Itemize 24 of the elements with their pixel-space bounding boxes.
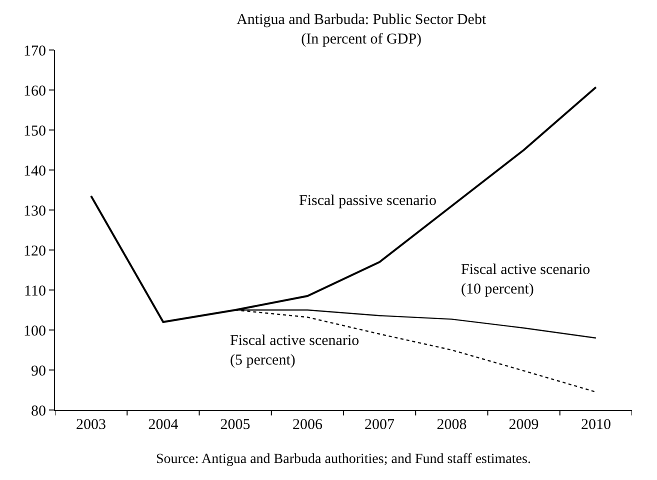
- x-tick-label: 2004: [148, 417, 179, 433]
- series-label: Fiscal active scenario (10 percent): [461, 262, 590, 298]
- y-tick-label: 100: [24, 323, 46, 340]
- x-tick-label: 2007: [364, 417, 396, 433]
- chart-title: Antigua and Barbuda: Public Sector Debt: [236, 12, 487, 28]
- y-tick-label: 80: [31, 403, 46, 420]
- y-tick-label: 120: [24, 243, 46, 260]
- x-tick-label: 2009: [508, 417, 539, 433]
- chart-subtitle: (In percent of GDP): [301, 32, 422, 48]
- y-tick-label: 170: [24, 43, 46, 60]
- y-tick-label: 160: [24, 83, 46, 100]
- source-note: Source: Antigua and Barbuda authorities; and Fund staff estimates.: [156, 452, 531, 467]
- x-tick-label: 2008: [436, 417, 467, 433]
- y-tick-label: 140: [24, 163, 46, 180]
- y-tick-label: 130: [24, 203, 46, 220]
- y-tick-label: 90: [31, 363, 46, 380]
- y-tick-label: 150: [24, 123, 46, 140]
- series-label: Fiscal active scenario (5 percent): [230, 333, 360, 368]
- x-tick-label: 2005: [220, 417, 250, 433]
- x-tick-label: 2003: [76, 417, 106, 433]
- x-tick-label: 2006: [292, 417, 323, 433]
- x-tick-label: 2010: [580, 417, 611, 433]
- y-tick-label: 110: [24, 283, 46, 300]
- series-label: Fiscal passive scenario: [299, 193, 436, 209]
